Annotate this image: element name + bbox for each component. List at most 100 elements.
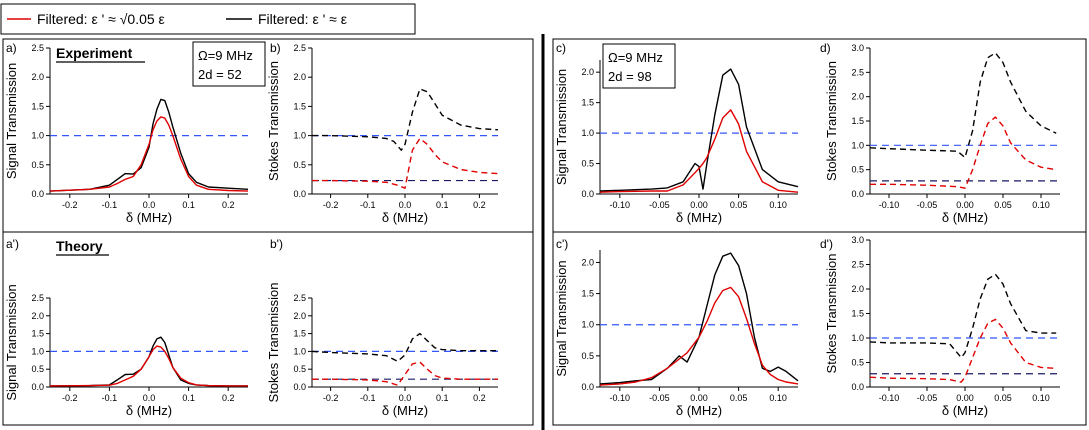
- series-black-line: [869, 273, 1057, 359]
- x-tick-label: 0.10: [769, 200, 787, 210]
- x-tick-label: 0.1: [436, 200, 449, 210]
- y-tick-label: 0.0: [581, 382, 594, 392]
- y-tick-label: 1.0: [581, 320, 594, 330]
- panel-label: d'): [820, 237, 833, 251]
- x-tick-label: -0.1: [102, 393, 118, 403]
- y-tick-label: 1.0: [293, 346, 306, 356]
- panel-label: c): [556, 41, 566, 55]
- series-red-line: [599, 286, 799, 386]
- y-tick-label: 0.5: [293, 364, 306, 374]
- y-tick-label: 0.0: [31, 382, 44, 392]
- panel-label: b): [270, 41, 281, 55]
- left-bottom-frame: [2, 231, 534, 426]
- panel-label: c'): [556, 237, 568, 251]
- y-tick-label: 2.5: [851, 260, 864, 270]
- row-label-experiment: Experiment: [56, 45, 133, 61]
- y-axis-label: Stokes Transmission: [824, 61, 839, 181]
- x-tick-label: -0.1: [102, 200, 118, 210]
- y-axis-label: Signal Transmission: [4, 284, 19, 400]
- x-tick-label: 0.0: [399, 200, 412, 210]
- params-box-left: Ω=9 MHz 2d = 52: [192, 41, 266, 87]
- y-tick-label: 2.0: [31, 72, 44, 82]
- y-axis-label: Signal Transmission: [4, 63, 19, 179]
- x-axis-label: δ (MHz): [382, 210, 428, 225]
- y-tick-label: 0.5: [851, 165, 864, 175]
- x-tick-label: 0.05: [730, 393, 748, 403]
- series-black-line: [312, 88, 499, 151]
- params-omega-right: Ω=9 MHz: [608, 50, 663, 65]
- series-black-line: [49, 336, 248, 387]
- series-black-line: [599, 252, 799, 385]
- series-black-line: [311, 332, 498, 363]
- x-tick-label: 0.2: [473, 393, 486, 403]
- x-tick-label: 0.0: [143, 200, 156, 210]
- y-tick-label: 0.5: [851, 358, 864, 368]
- y-axis-label: Signal Transmission: [554, 260, 569, 376]
- x-axis-label: δ (MHz): [676, 403, 722, 418]
- y-tick-label: 1.0: [851, 333, 864, 343]
- y-tick-label: 1.5: [581, 98, 594, 108]
- x-tick-label: 0.10: [1032, 200, 1050, 210]
- x-tick-label: -0.05: [917, 200, 938, 210]
- y-tick-label: 1.0: [581, 128, 594, 138]
- x-tick-label: -0.10: [879, 393, 900, 403]
- x-tick-label: -0.05: [649, 393, 670, 403]
- panel-label: a'): [6, 237, 19, 251]
- x-tick-label: -0.1: [360, 200, 376, 210]
- y-tick-label: 1.0: [851, 140, 864, 150]
- y-tick-label: 2.5: [851, 67, 864, 77]
- series-black-line: [49, 98, 249, 192]
- params-omega-left: Ω=9 MHz: [198, 48, 253, 63]
- y-tick-label: 0.0: [851, 189, 864, 199]
- x-tick-label: 0.05: [730, 200, 748, 210]
- x-tick-label: -0.1: [360, 393, 376, 403]
- y-tick-label: 0.0: [293, 382, 306, 392]
- panel-d2: d') -0.10 -0.05 0.00 0.05 0.10 0.0 0.5 1.0 1.5 2.0…: [820, 235, 1060, 418]
- x-tick-label: 0.2: [473, 200, 486, 210]
- y-tick-label: 1.0: [293, 131, 306, 141]
- x-tick-label: -0.2: [62, 393, 78, 403]
- panel-b: b) -0.2 -0.1 0.0 0.1 0.2 0.0 0.5 1.0 1.5 2.0 2.5 δ (…: [266, 41, 499, 225]
- x-tick-label: 0.10: [769, 393, 787, 403]
- y-tick-label: 2.0: [31, 311, 44, 321]
- y-tick-label: 0.5: [581, 351, 594, 361]
- panel-b2: b') -0.2 -0.1 0.0 0.1 0.2 0.0 0.5 1.0 1.5 2.0 2.5 δ …: [266, 237, 498, 418]
- x-tick-label: 0.10: [1032, 393, 1050, 403]
- y-tick-label: 1.0: [31, 346, 44, 356]
- x-tick-label: 0.1: [182, 200, 195, 210]
- y-tick-label: 1.5: [851, 116, 864, 126]
- y-tick-label: 2.5: [293, 293, 306, 303]
- y-tick-label: 0.5: [581, 159, 594, 169]
- x-tick-label: 0.2: [222, 393, 235, 403]
- x-tick-label: 0.00: [690, 200, 708, 210]
- x-axis-label: δ (MHz): [676, 210, 722, 225]
- x-tick-label: 0.00: [956, 393, 974, 403]
- row-label-theory: Theory: [56, 238, 103, 254]
- x-tick-label: 0.05: [994, 200, 1012, 210]
- x-axis-label: δ (MHz): [382, 403, 428, 418]
- y-tick-label: 0.5: [31, 364, 44, 374]
- x-tick-label: -0.2: [62, 200, 78, 210]
- panel-label: a): [6, 41, 17, 55]
- y-tick-label: 2.0: [293, 72, 306, 82]
- y-tick-label: 1.5: [293, 329, 306, 339]
- y-tick-label: 2.5: [31, 43, 44, 53]
- legend-black-label: Filtered: ε ' ≈ ε: [258, 11, 347, 27]
- series-red-line: [49, 116, 249, 192]
- y-tick-label: 2.5: [293, 43, 306, 53]
- series-red-line: [312, 361, 498, 386]
- legend: Filtered: ε ' ≈ √0.05 ε Filtered: ε ' ≈ …: [0, 3, 416, 35]
- x-tick-label: -0.2: [323, 200, 339, 210]
- panel-a: a) -0.2 -0.1 0.0 0.1 0.2 0.0 0.5 1.0 1.5 2.0 2.5 δ (…: [4, 41, 249, 225]
- panel-a2: a') -0.2 -0.1 0.0 0.1 0.2 0.0 0.5 1.0 1.5 2.0 2.5 δ …: [4, 237, 248, 418]
- x-tick-label: 0.2: [222, 200, 235, 210]
- y-axis-label: Stokes Transmission: [266, 283, 281, 403]
- panels: a) -0.2 -0.1 0.0 0.1 0.2 0.0 0.5 1.0 1.5 2.0 2.5 δ (…: [4, 41, 1060, 418]
- y-tick-label: 1.5: [293, 101, 306, 111]
- legend-red-label: Filtered: ε ' ≈ √0.05 ε: [37, 11, 165, 27]
- x-axis-label: δ (MHz): [126, 210, 172, 225]
- y-tick-label: 0.0: [31, 189, 44, 199]
- x-tick-label: -0.05: [917, 393, 938, 403]
- y-axis-label: Stokes Transmission: [266, 61, 281, 181]
